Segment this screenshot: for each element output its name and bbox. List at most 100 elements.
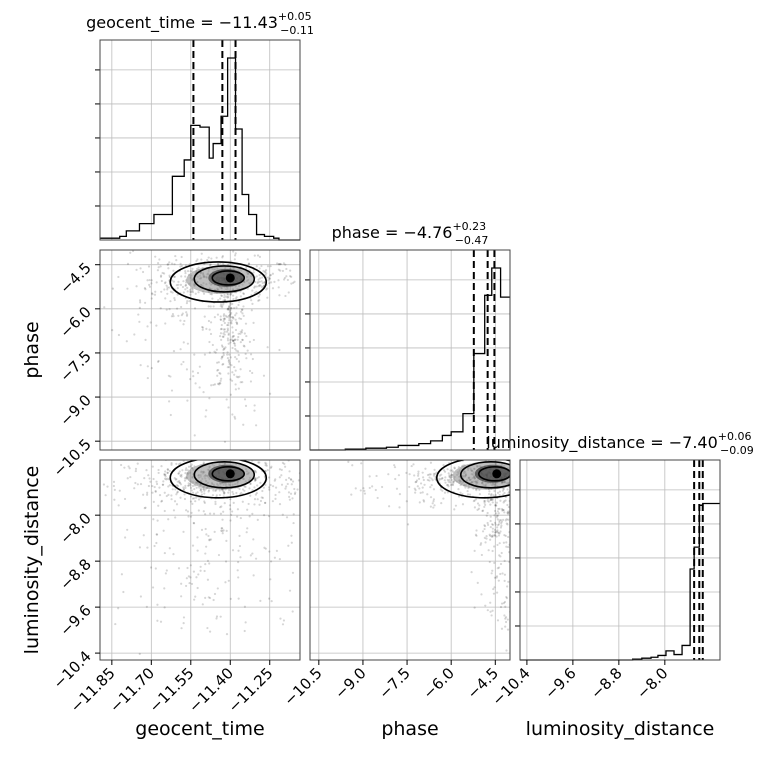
scatter-point — [287, 491, 291, 494]
scatter-point — [516, 542, 518, 544]
scatter-point — [507, 505, 510, 509]
scatter-point — [251, 552, 254, 555]
scatter-point — [148, 477, 151, 480]
scatter-point — [185, 313, 189, 316]
scatter-point — [157, 262, 160, 265]
scatter-point — [177, 314, 180, 317]
scatter-point — [289, 478, 292, 481]
contour — [211, 465, 246, 482]
scatter-point — [243, 605, 247, 608]
histogram-panel-luminosity_distance — [519, 459, 721, 661]
x-tick-label: −8.0 — [633, 664, 671, 702]
scatter-point — [248, 340, 252, 343]
scatter-point — [89, 261, 91, 263]
scatter-point — [248, 369, 252, 373]
scatter-point — [223, 330, 226, 333]
title-upper: +0.23 — [452, 220, 486, 233]
scatter-point — [233, 342, 236, 345]
scatter-point — [278, 503, 282, 506]
scatter-point — [260, 496, 263, 499]
scatter-point — [473, 549, 476, 552]
scatter-point — [166, 292, 169, 295]
scatter-point — [503, 559, 506, 562]
scatter-point — [505, 518, 508, 521]
scatter-point — [223, 440, 227, 443]
scatter-point — [252, 338, 255, 342]
scatter-point — [290, 478, 293, 481]
scatter-point — [554, 484, 556, 486]
scatter-point — [212, 598, 215, 602]
scatter-point — [440, 477, 444, 480]
scatter-point — [446, 468, 449, 471]
scatter-point — [227, 360, 230, 363]
scatter-point — [451, 480, 455, 483]
scatter-point — [155, 533, 159, 536]
scatter-point — [189, 482, 192, 486]
scatter-point — [155, 482, 159, 486]
scatter-point — [541, 478, 543, 480]
scatter-point — [170, 461, 173, 465]
scatter-point — [507, 545, 510, 549]
scatter-point — [193, 353, 196, 356]
scatter-point — [180, 313, 183, 317]
scatter-point — [252, 538, 255, 541]
scatter-point — [483, 500, 486, 503]
scatter-point — [120, 463, 123, 467]
scatter-point — [227, 314, 230, 318]
scatter-point — [512, 612, 514, 614]
scatter-point — [267, 515, 271, 518]
scatter-point — [453, 466, 456, 469]
scatter-point — [506, 488, 509, 491]
scatter-point — [512, 470, 514, 472]
scatter-point — [203, 569, 206, 573]
scatter-point — [451, 483, 454, 486]
scatter-point — [258, 255, 262, 258]
scatter-point — [244, 485, 247, 488]
scatter-point — [316, 569, 318, 571]
scatter-point — [184, 468, 187, 472]
scatter-point — [163, 606, 166, 609]
scatter-point — [249, 554, 252, 557]
scatter-point — [531, 478, 533, 480]
scatter-point — [368, 475, 371, 478]
scatter-point — [253, 498, 257, 501]
scatter-point — [191, 497, 195, 500]
scatter-point — [262, 269, 265, 273]
scatter-point — [179, 283, 183, 286]
scatter-point — [218, 493, 221, 497]
scatter-point — [216, 313, 220, 316]
scatter-point — [229, 293, 232, 296]
scatter-point — [495, 501, 498, 504]
scatter-point — [180, 432, 182, 434]
scatter-point — [498, 507, 501, 510]
scatter-point — [230, 379, 234, 382]
scatter-point — [165, 308, 168, 311]
scatter-point — [428, 479, 431, 482]
scatter-point — [542, 479, 544, 481]
scatter-point — [395, 487, 399, 490]
scatter-point — [493, 534, 496, 537]
scatter-point — [195, 267, 199, 270]
y-tick-label: −8.0 — [56, 509, 94, 547]
scatter-point — [170, 389, 174, 392]
scatter-point — [269, 578, 272, 581]
scatter-point — [205, 327, 208, 330]
scatter-point — [476, 581, 479, 584]
scatter-point — [288, 470, 291, 473]
scatter-point — [336, 486, 338, 488]
scatter-point — [241, 338, 244, 342]
scatter-point — [185, 467, 188, 470]
scatter-point — [360, 462, 363, 465]
scatter-point — [507, 491, 510, 495]
scatter-point — [184, 288, 187, 291]
scatter-point — [180, 473, 183, 476]
scatter-point — [191, 267, 194, 270]
scatter-point — [126, 477, 129, 480]
scatter-point — [164, 281, 167, 284]
scatter-point — [169, 290, 173, 293]
scatter-point — [214, 502, 217, 506]
scatter-point — [240, 331, 244, 334]
scatter-point — [446, 478, 449, 482]
scatter-point — [138, 306, 141, 310]
